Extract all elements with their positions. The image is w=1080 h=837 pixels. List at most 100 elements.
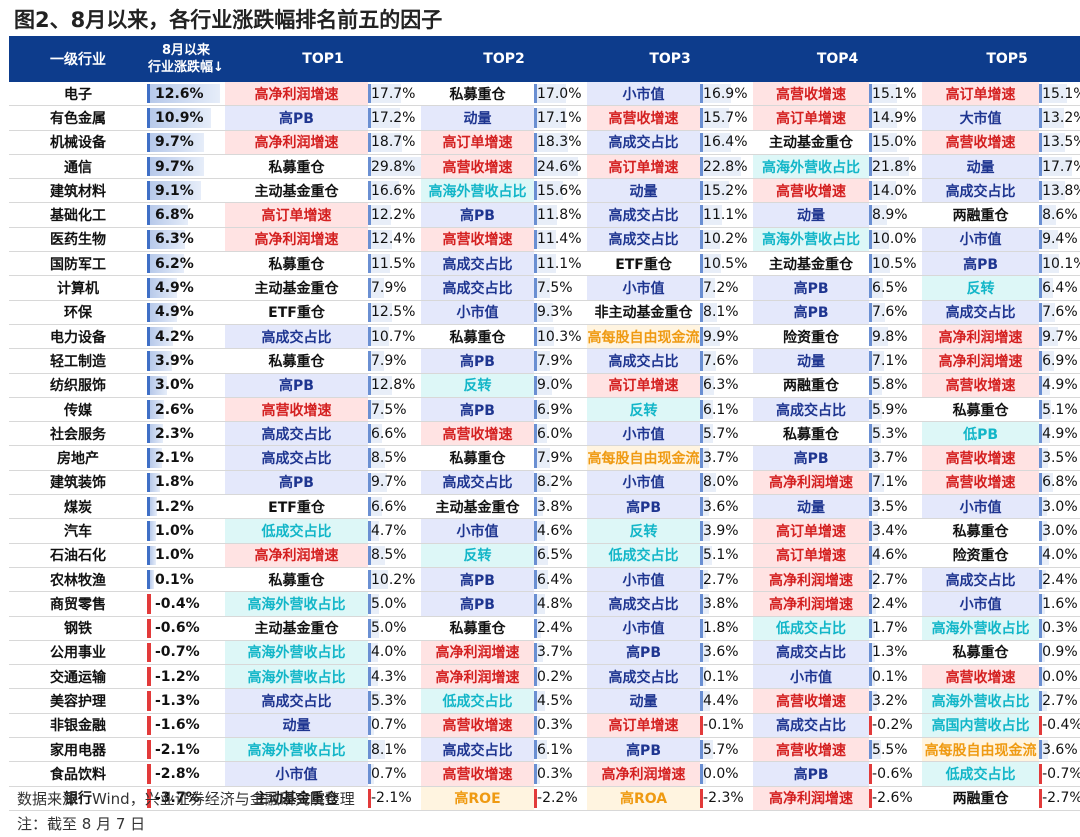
factor-return-top4: 3.2%: [869, 688, 923, 714]
factor-return-bar: [368, 667, 379, 687]
factor-name-top3: 反转: [587, 518, 701, 544]
factor-return-bar: [700, 448, 710, 468]
factor-return-bar: [700, 278, 716, 298]
factor-return-value: 18.7%: [371, 134, 416, 151]
factor-return-bar: [869, 229, 889, 250]
factor-return-top5: 6.8%: [1039, 470, 1080, 496]
factor-name-top3: 高每股自由现金流: [587, 324, 701, 350]
factor-name-top2: 动量: [421, 105, 535, 131]
factor-return-bar: [1039, 399, 1051, 420]
factor-return-top1: 16.6%: [368, 178, 422, 204]
factor-return-top2: 9.3%: [534, 300, 588, 325]
factor-return-bar: [1039, 642, 1046, 663]
factor-return-bar: [869, 618, 876, 638]
factor-return-top2: 17.1%: [534, 105, 588, 131]
factor-return-top4: 5.8%: [869, 373, 923, 398]
factor-return-top1: 4.0%: [368, 640, 422, 666]
industry-name: 银行: [9, 786, 147, 811]
factor-return-value: 6.5%: [537, 547, 573, 564]
factor-return-value: 7.5%: [537, 280, 573, 297]
industry-performance: -0.4%: [147, 591, 225, 617]
factor-return-value: 0.3%: [1042, 620, 1078, 637]
factor-return-bar: [869, 399, 882, 420]
industry-name: 食品饮料: [9, 761, 147, 787]
factor-return-value: 10.3%: [537, 328, 582, 345]
table-row: 国防军工 6.2% 私募重仓 11.5% 高成交占比 11.1% ETF重仓 10.5% 主动基…: [9, 251, 1080, 277]
performance-bar: [147, 84, 220, 104]
factor-name-top4: 主动基金重仓: [753, 130, 870, 155]
factor-return-bar: [534, 229, 557, 250]
factor-name-top5: 高营收增速: [922, 130, 1040, 155]
factor-return-value: 8.9%: [872, 207, 908, 224]
factor-return-value: 8.6%: [1042, 207, 1078, 224]
factor-return-value: 3.2%: [872, 693, 908, 710]
factor-return-top5: -2.7%: [1039, 786, 1080, 811]
header-row: 一级行业 8月以来 行业涨跌幅↓ TOP1 TOP2 TOP3 TOP4 TOP…: [9, 36, 1080, 82]
factor-return-bar: [368, 278, 385, 298]
factor-name-top1: 低成交占比: [225, 518, 368, 544]
performance-value: 1.2%: [155, 498, 194, 515]
factor-return-bar: [534, 302, 553, 322]
factor-return-bar: [1039, 424, 1051, 444]
factor-return-value: 8.5%: [371, 450, 407, 467]
factor-return-top5: 9.4%: [1039, 227, 1080, 253]
factor-name-top1: 高订单增速: [225, 202, 368, 228]
factor-return-bar: [368, 205, 392, 225]
factor-return-top4: 9.8%: [869, 324, 923, 350]
performance-bar: [147, 351, 172, 371]
factor-return-bar: [700, 351, 716, 371]
factor-name-top1: 主动基金重仓: [225, 178, 368, 204]
factor-return-bar: [368, 84, 401, 104]
factor-name-top2: 高ROE: [421, 786, 535, 811]
industry-name: 医药生物: [9, 227, 147, 253]
factor-name-top1: 私募重仓: [225, 348, 368, 374]
industry-name: 机械设备: [9, 130, 147, 155]
factor-return-value: 0.0%: [703, 765, 739, 782]
table-row: 建筑材料 9.1% 主动基金重仓 16.6% 高海外营收占比 15.6% 动量 15.2% 高营…: [9, 178, 1080, 204]
factor-return-value: 3.5%: [1042, 450, 1078, 467]
factor-name-top4: 高营收增速: [753, 178, 870, 204]
table-row: 有色金属 10.9% 高PB 17.2% 动量 17.1% 高营收增速 15.7% 高订单增速 1…: [9, 105, 1080, 131]
factor-name-top3: 小市值: [587, 567, 701, 593]
factor-name-top3: 高成交占比: [587, 130, 701, 155]
factor-return-bar: [534, 545, 548, 565]
factor-return-top3: 22.8%: [700, 154, 754, 180]
factor-name-top3: 高订单增速: [587, 154, 701, 180]
factor-return-top3: 11.1%: [700, 202, 754, 228]
factor-name-top3: 高成交占比: [587, 591, 701, 617]
factor-return-bar: [700, 181, 729, 201]
factor-name-top5: 私募重仓: [922, 640, 1040, 666]
table-row: 机械设备 9.7% 高净利润增速 18.7% 高订单增速 18.3% 高成交占比 16.4% 主…: [9, 130, 1080, 155]
industry-performance: -2.8%: [147, 761, 225, 787]
factor-return-top4: 15.0%: [869, 130, 923, 155]
factor-return-value: 1.7%: [872, 620, 908, 637]
industry-performance: 6.2%: [147, 251, 225, 277]
table-row: 交通运输 -1.2% 高海外营收占比 4.3% 高净利润增速 0.2% 高成交占比 0.1% 小…: [9, 664, 1080, 690]
performance-bar: [147, 424, 163, 444]
factor-return-bar: [869, 691, 878, 711]
factor-name-top5: 高国内营收占比: [922, 713, 1040, 739]
factor-return-bar: [700, 108, 730, 128]
factor-return-bar: [700, 205, 722, 225]
factor-return-value: 9.0%: [537, 377, 573, 394]
factor-return-value: 3.9%: [703, 522, 739, 539]
factor-return-bar: [534, 521, 545, 541]
factor-return-value: 3.7%: [872, 450, 908, 467]
factor-return-value: 5.7%: [703, 741, 739, 758]
industry-name: 计算机: [9, 275, 147, 301]
factor-return-top2: 0.2%: [534, 664, 588, 690]
header-top1: TOP1: [225, 36, 422, 82]
factor-return-bar: [1039, 351, 1054, 371]
industry-performance: 3.9%: [147, 348, 225, 374]
factor-return-value: 7.6%: [1042, 304, 1078, 321]
factor-return-top3: 10.2%: [700, 227, 754, 253]
factor-return-value: 5.9%: [872, 401, 908, 418]
factor-return-top3: 15.7%: [700, 105, 754, 131]
factor-return-value: 17.2%: [371, 109, 416, 126]
factor-return-top4: -0.6%: [869, 761, 923, 787]
factor-return-value: 0.1%: [872, 668, 908, 685]
industry-performance: 9.7%: [147, 154, 225, 180]
factor-return-top3: 0.1%: [700, 664, 754, 690]
factor-name-top4: 险资重仓: [753, 324, 870, 350]
factor-return-bar: [1039, 302, 1055, 322]
